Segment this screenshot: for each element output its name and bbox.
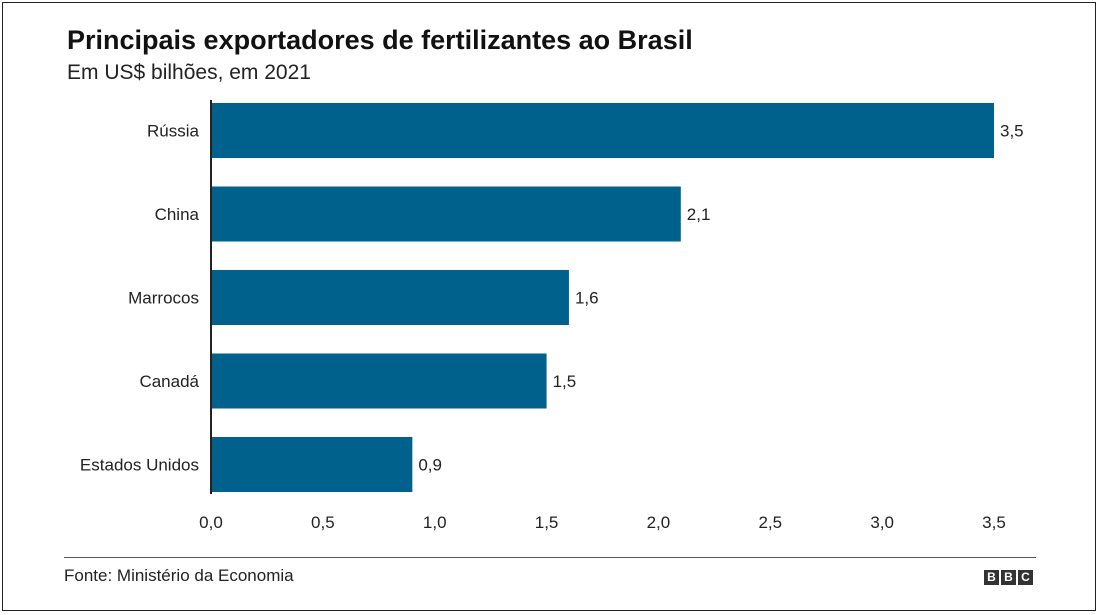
chart-subtitle: Em US$ bilhões, em 2021 (67, 61, 311, 84)
bars-group (211, 103, 994, 492)
x-tick-label-2: 1,0 (423, 513, 447, 532)
footer-divider (64, 557, 1036, 558)
value-label-4: 0,9 (418, 456, 442, 475)
x-axis-ticks: 0,0 0,5 1,0 1,5 2,0 2,5 3,0 3,5 (199, 513, 1006, 532)
logo-letter-b2: B (1001, 570, 1016, 585)
value-label-0: 3,5 (1000, 122, 1024, 141)
value-label-1: 2,1 (687, 205, 711, 224)
x-tick-label-5: 2,5 (758, 513, 782, 532)
logo-letter-b1: B (984, 570, 999, 585)
bar-2 (211, 270, 569, 325)
x-tick-label-7: 3,5 (982, 513, 1006, 532)
value-label-3: 1,5 (553, 372, 577, 391)
logo-letter-c: C (1018, 570, 1033, 585)
x-tick-label-1: 0,5 (311, 513, 335, 532)
bar-0 (211, 103, 994, 158)
x-tick-label-0: 0,0 (199, 513, 223, 532)
bar-4 (211, 437, 413, 492)
category-labels: Rússia China Marrocos Canadá Estados Unidos (80, 122, 200, 475)
bar-1 (211, 186, 681, 242)
x-tick-label-3: 1,5 (535, 513, 559, 532)
x-tick-label-6: 3,0 (870, 513, 894, 532)
bar-3 (211, 353, 547, 409)
value-label-2: 1,6 (575, 289, 599, 308)
category-label-1: China (155, 205, 200, 224)
chart-title: Principais exportadores de fertilizantes… (67, 25, 693, 55)
x-tick-label-4: 2,0 (647, 513, 671, 532)
value-labels: 3,5 2,1 1,6 1,5 0,9 (418, 122, 1023, 475)
category-label-0: Rússia (147, 122, 200, 141)
category-label-4: Estados Unidos (80, 456, 199, 475)
bbc-logo: B B C (984, 570, 1033, 585)
category-label-2: Marrocos (128, 289, 199, 308)
category-label-3: Canadá (139, 372, 199, 391)
source-note: Fonte: Ministério da Economia (64, 566, 294, 585)
